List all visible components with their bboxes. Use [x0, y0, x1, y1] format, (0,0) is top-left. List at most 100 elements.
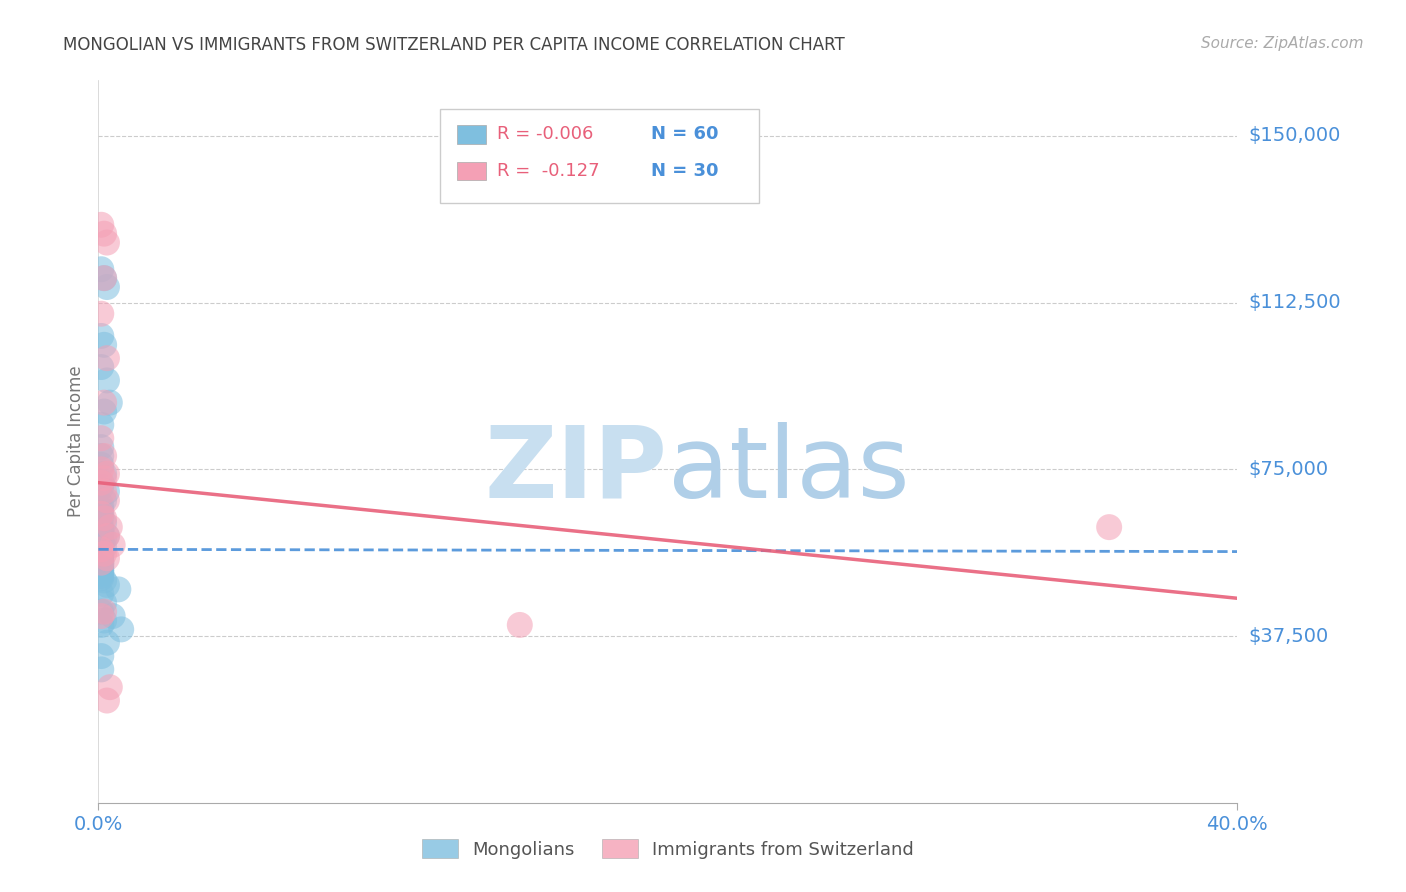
- Point: [90, 431, 112, 445]
- Point: [90, 417, 112, 432]
- Text: $112,500: $112,500: [1249, 293, 1341, 312]
- Point: [96, 373, 118, 387]
- Point: [96, 551, 118, 566]
- Text: MONGOLIAN VS IMMIGRANTS FROM SWITZERLAND PER CAPITA INCOME CORRELATION CHART: MONGOLIAN VS IMMIGRANTS FROM SWITZERLAND…: [63, 36, 845, 54]
- Point: [90, 520, 112, 534]
- Point: [98, 520, 121, 534]
- Point: [93, 516, 115, 530]
- Point: [93, 467, 115, 481]
- Point: [90, 511, 112, 525]
- Point: [93, 574, 115, 588]
- Point: [90, 562, 112, 576]
- Point: [90, 440, 112, 454]
- Point: [90, 547, 112, 561]
- Point: [93, 471, 115, 485]
- Point: [90, 507, 112, 521]
- Point: [110, 623, 132, 637]
- Point: [96, 235, 118, 250]
- Point: [90, 605, 112, 619]
- Point: [98, 395, 121, 409]
- Text: $75,000: $75,000: [1249, 460, 1329, 479]
- Text: R =  -0.127: R = -0.127: [498, 161, 599, 179]
- Point: [96, 529, 118, 543]
- Text: atlas: atlas: [668, 422, 910, 519]
- Text: $37,500: $37,500: [1249, 626, 1329, 646]
- FancyBboxPatch shape: [440, 109, 759, 203]
- Point: [90, 551, 112, 566]
- Point: [90, 524, 112, 539]
- Point: [96, 484, 118, 499]
- Point: [90, 587, 112, 601]
- Point: [93, 614, 115, 628]
- Point: [96, 351, 118, 366]
- Point: [93, 540, 115, 554]
- Point: [90, 502, 112, 516]
- Text: $150,000: $150,000: [1249, 127, 1341, 145]
- Point: [93, 271, 115, 285]
- Legend: Mongolians, Immigrants from Switzerland: Mongolians, Immigrants from Switzerland: [415, 832, 921, 866]
- Y-axis label: Per Capita Income: Per Capita Income: [66, 366, 84, 517]
- Point: [93, 511, 115, 525]
- Text: N = 60: N = 60: [651, 126, 718, 144]
- Point: [90, 542, 112, 557]
- Point: [90, 522, 112, 536]
- Point: [96, 493, 118, 508]
- Point: [93, 404, 115, 418]
- Point: [90, 462, 112, 476]
- Bar: [457, 126, 485, 144]
- Point: [90, 558, 112, 572]
- Point: [90, 649, 112, 664]
- Point: [90, 565, 112, 579]
- Point: [90, 526, 112, 541]
- Point: [90, 556, 112, 570]
- Point: [90, 566, 112, 581]
- Point: [90, 542, 112, 557]
- Point: [93, 547, 115, 561]
- Point: [90, 218, 112, 232]
- Point: [96, 578, 118, 592]
- Point: [93, 395, 115, 409]
- Point: [90, 507, 112, 521]
- Point: [98, 680, 121, 694]
- Point: [1098, 520, 1121, 534]
- Point: [93, 484, 115, 499]
- Point: [90, 475, 112, 490]
- Point: [96, 467, 118, 481]
- Point: [90, 618, 112, 632]
- Point: [90, 560, 112, 574]
- Point: [96, 280, 118, 294]
- Point: [93, 531, 115, 545]
- Point: [90, 329, 112, 343]
- Point: [90, 449, 112, 463]
- Point: [90, 262, 112, 277]
- Point: [101, 538, 124, 552]
- Text: ZIP: ZIP: [485, 422, 668, 519]
- Point: [90, 571, 112, 585]
- Point: [96, 693, 118, 707]
- Point: [90, 609, 112, 624]
- Point: [90, 480, 112, 494]
- Point: [90, 569, 112, 583]
- Text: Source: ZipAtlas.com: Source: ZipAtlas.com: [1201, 36, 1364, 51]
- Point: [93, 596, 115, 610]
- Point: [93, 271, 115, 285]
- Point: [90, 535, 112, 549]
- Point: [101, 609, 124, 624]
- Point: [93, 338, 115, 352]
- Point: [93, 605, 115, 619]
- Point: [96, 529, 118, 543]
- Bar: [457, 161, 485, 179]
- Text: R = -0.006: R = -0.006: [498, 126, 593, 144]
- Point: [509, 618, 531, 632]
- Point: [90, 498, 112, 512]
- Point: [90, 553, 112, 567]
- Point: [93, 227, 115, 241]
- Point: [96, 636, 118, 650]
- Point: [90, 544, 112, 558]
- Point: [107, 582, 129, 597]
- Point: [90, 533, 112, 548]
- Point: [90, 360, 112, 375]
- Point: [90, 475, 112, 490]
- Text: N = 30: N = 30: [651, 161, 718, 179]
- Point: [90, 549, 112, 563]
